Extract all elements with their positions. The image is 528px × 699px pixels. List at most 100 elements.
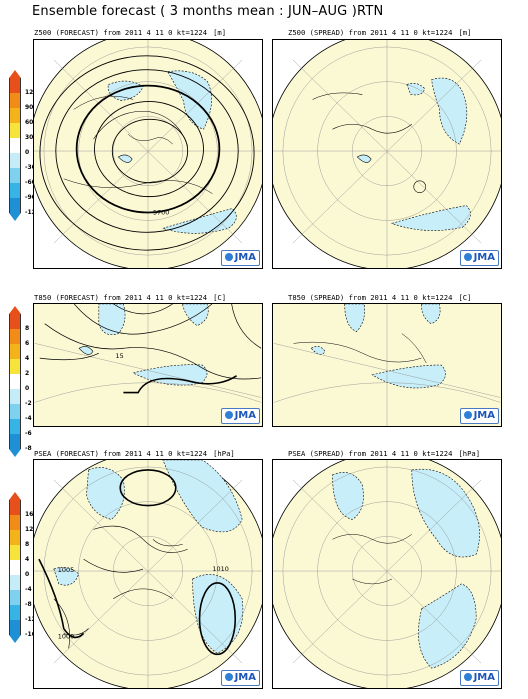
colorbar-tick-label: 16 [25, 511, 34, 518]
colorbar-tick-label: 8 [25, 325, 30, 332]
jma-logo: JMA [220, 250, 260, 266]
colorbar-tick-label: 6 [25, 340, 30, 347]
colorbar-swatch [9, 605, 21, 620]
polar-map: 15 [34, 304, 262, 426]
colorbar-swatch [9, 314, 21, 329]
jma-logo: JMA [220, 670, 260, 686]
colorbar-t850: 8 6 4 2 0 -2 -4 -6 -8 [9, 306, 32, 457]
polar-map [273, 40, 501, 268]
colorbar-swatch [9, 530, 21, 545]
colorbar-swatch [9, 344, 21, 359]
map-psea-spread: JMA [272, 459, 502, 689]
panel-unit: [m] [458, 28, 472, 37]
jma-logo-icon [463, 673, 472, 681]
colorbar-tick-label: -8 [25, 445, 32, 452]
colorbar-tip-bottom [9, 449, 21, 457]
colorbar-swatch [9, 419, 21, 434]
colorbar-tick-label: 60 [25, 119, 34, 126]
jma-logo: JMA [459, 250, 499, 266]
colorbar-tick-label: 0 [25, 385, 30, 392]
polar-map: 1005 1000 1010 [34, 460, 262, 688]
colorbar-tick-label: 120 [25, 89, 38, 96]
polar-map [273, 460, 501, 688]
panel-header-text: PSEA (FORECAST) from 2011 4 11 0 kt=1224 [34, 449, 208, 458]
panel-unit: [C] [458, 293, 472, 302]
colorbar-tick-label: 90 [25, 104, 34, 111]
panel-unit: [hPa] [458, 449, 481, 458]
jma-logo-icon [463, 253, 472, 261]
panel-header-z500-forecast: Z500 (FORECAST) from 2011 4 11 0 kt=1224… [34, 28, 226, 37]
colorbar-tick-label: -6 [25, 430, 32, 437]
colorbar-tick-label: 12 [25, 526, 34, 533]
contour-label: 5700 [153, 208, 169, 216]
panel-unit: [hPa] [213, 449, 235, 458]
colorbar-tick-label: 30 [25, 134, 34, 141]
colorbar-psea: 16 12 8 4 0 -4 -8 -12 -16 [9, 492, 36, 643]
panel-unit: [C] [213, 293, 227, 302]
page-title: Ensemble forecast ( 3 months mean : JUN–… [32, 4, 384, 19]
colorbar-swatch [9, 575, 21, 590]
panel-unit: [m] [213, 28, 227, 37]
colorbar-tick-label: 4 [25, 355, 30, 362]
colorbar-tip-bottom [9, 213, 21, 221]
colorbar-swatch [9, 153, 21, 168]
jma-logo-icon [463, 411, 472, 419]
colorbar-swatch [9, 108, 21, 123]
colorbar-tick-label: 0 [25, 149, 30, 156]
jma-logo-text: JMA [234, 410, 256, 421]
contour-label: 1005 [58, 566, 74, 574]
colorbar-swatch [9, 138, 21, 153]
map-psea-forecast: 1005 1000 1010 JMA [33, 459, 263, 689]
map-z500-forecast: 5700 JMA [33, 39, 263, 269]
panel-header-text: PSEA (SPREAD) from 2011 4 11 0 kt=1224 [288, 449, 453, 458]
colorbar-swatch [9, 183, 21, 198]
colorbar-swatch [9, 359, 21, 374]
panel-header-psea-forecast: PSEA (FORECAST) from 2011 4 11 0 kt=1224… [34, 449, 235, 458]
colorbar-tick-label: -90 [25, 194, 36, 201]
map-t850-spread: JMA [272, 303, 502, 427]
jma-logo-text: JMA [234, 252, 256, 263]
jma-logo-icon [224, 253, 233, 261]
colorbar-swatch [9, 93, 21, 108]
colorbar-swatch [9, 78, 21, 93]
jma-logo-text: JMA [473, 672, 495, 683]
colorbar-swatch [9, 389, 21, 404]
colorbar-tip-top [9, 492, 21, 500]
colorbar-tick-label: 2 [25, 370, 30, 377]
colorbar-swatch [9, 123, 21, 138]
colorbar-tick-label: 8 [25, 541, 30, 548]
contour-label: 15 [116, 352, 124, 360]
panel-header-text: Z500 (SPREAD) from 2011 4 11 0 kt=1224 [288, 28, 453, 37]
polar-map [273, 304, 501, 426]
contour-label: 1000 [58, 632, 74, 640]
colorbar-swatch [9, 434, 21, 449]
colorbar-swatch [9, 560, 21, 575]
colorbar-tick-label: 0 [25, 571, 30, 578]
colorbar-tick-label: -120 [25, 209, 40, 216]
panel-header-text: Z500 (FORECAST) from 2011 4 11 0 kt=1224 [34, 28, 208, 37]
colorbar-tick-label: -8 [25, 601, 32, 608]
polar-map: 5700 [34, 40, 262, 268]
colorbar-tick-label: -60 [25, 179, 36, 186]
colorbar-swatch [9, 515, 21, 530]
colorbar-swatch [9, 374, 21, 389]
contour-label: 1010 [212, 565, 228, 573]
colorbar-tip-bottom [9, 635, 21, 643]
jma-logo-icon [224, 673, 233, 681]
jma-logo: JMA [459, 670, 499, 686]
panel-header-t850-spread: T850 (SPREAD) from 2011 4 11 0 kt=1224 [C… [288, 293, 471, 302]
jma-logo-text: JMA [473, 252, 495, 263]
colorbar-tip-top [9, 306, 21, 314]
colorbar-swatch [9, 168, 21, 183]
map-z500-spread: JMA [272, 39, 502, 269]
colorbar-swatch [9, 590, 21, 605]
colorbar-swatch [9, 329, 21, 344]
jma-logo-text: JMA [234, 672, 256, 683]
colorbar-swatch [9, 545, 21, 560]
colorbar-tick-label: -2 [25, 400, 32, 407]
jma-logo-text: JMA [473, 410, 495, 421]
colorbar-swatch [9, 198, 21, 213]
panel-header-psea-spread: PSEA (SPREAD) from 2011 4 11 0 kt=1224 [h… [288, 449, 480, 458]
colorbar-tick-label: -16 [25, 631, 36, 638]
jma-logo: JMA [220, 408, 260, 424]
